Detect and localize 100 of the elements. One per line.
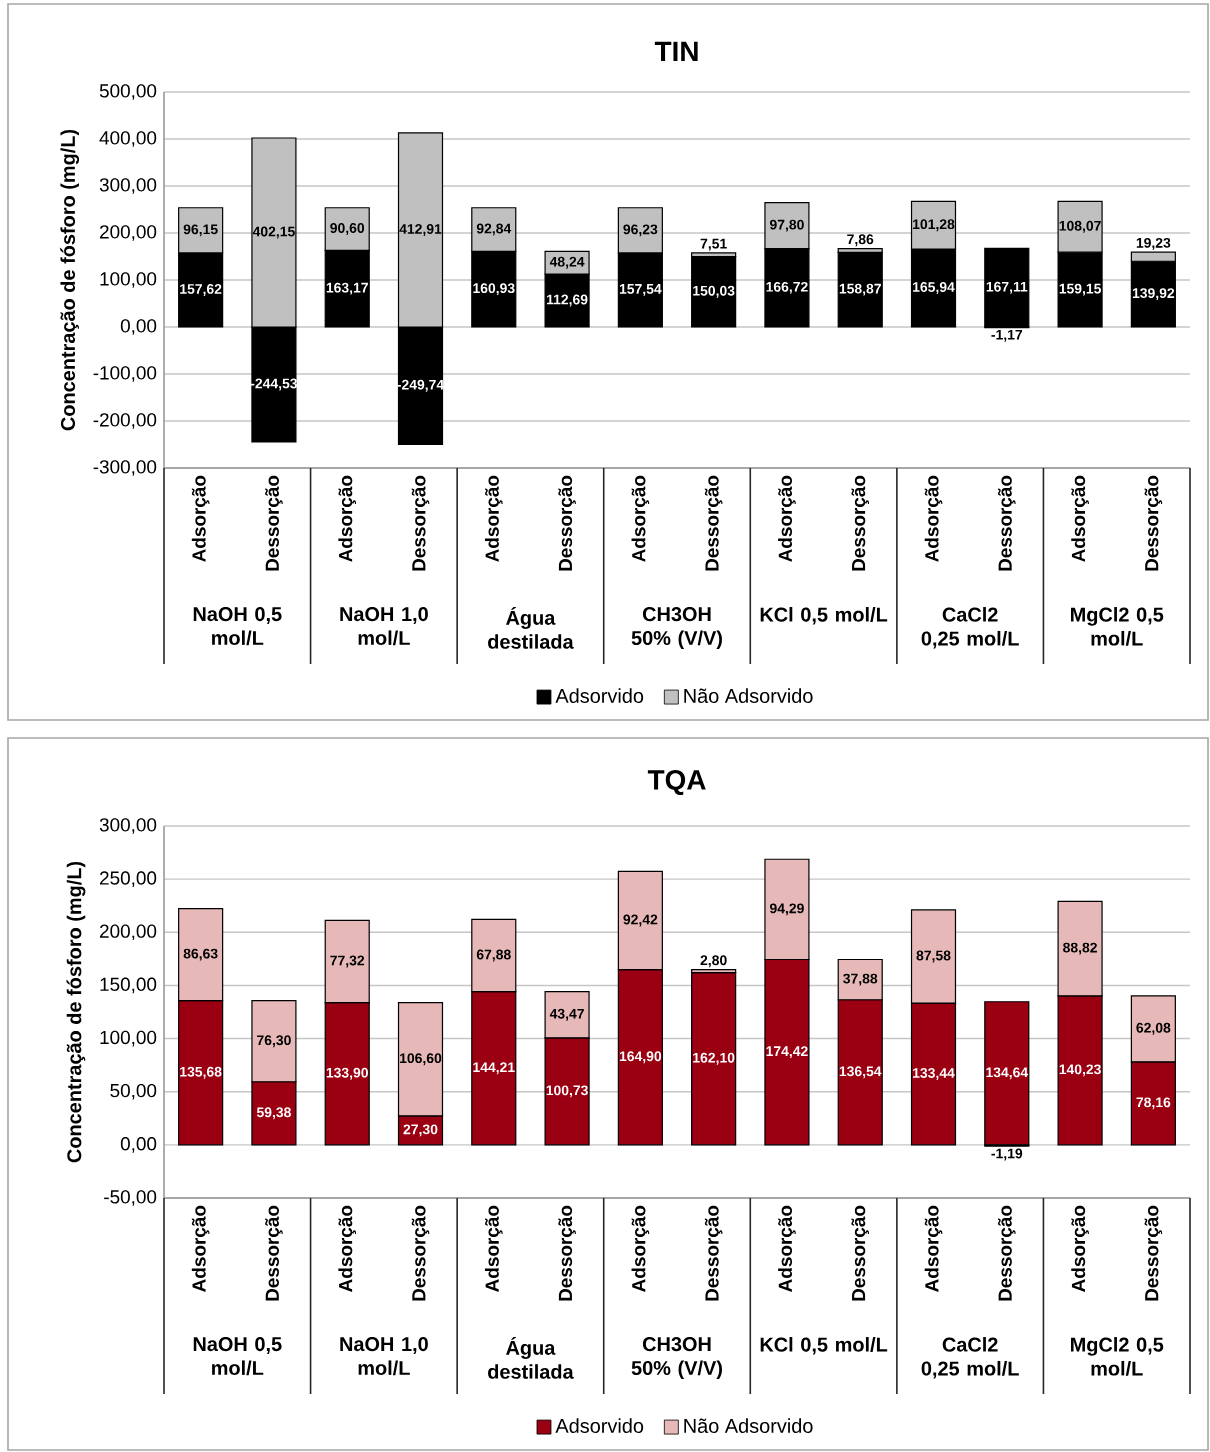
- data-label: 112,69: [547, 294, 588, 307]
- data-label: 108,07: [1059, 220, 1101, 233]
- data-label: 67,88: [476, 949, 511, 962]
- y-axis-title: Concentração de fósforo (mg/L): [60, 129, 80, 431]
- data-label: 94,29: [769, 903, 804, 916]
- x-tick-label: Adsorção: [338, 1205, 357, 1292]
- legend-label: Não Adsorvido: [684, 688, 813, 703]
- text: CaCl2 0,25 mol/L: [921, 1337, 1019, 1379]
- data-label: 37,88: [843, 973, 878, 986]
- y-tick-label: -50,00: [104, 1190, 157, 1206]
- y-axis-title: Concentração de fósforo (mg/L): [66, 861, 86, 1163]
- text: CH3OH 50% (V/V): [631, 1337, 722, 1379]
- x-tick-label: Dessorção: [558, 1205, 576, 1301]
- y-tick-label: -200,00: [93, 413, 157, 429]
- y-tick-label: -300,00: [93, 460, 157, 476]
- data-label: 174,42: [766, 1046, 808, 1059]
- x-tick-label: Adsorção: [778, 475, 796, 562]
- y-tick-label: 0,00: [120, 1137, 157, 1153]
- data-label: 96,15: [183, 224, 218, 237]
- data-label: 158,87: [839, 283, 881, 296]
- data-label: 135,68: [180, 1066, 222, 1079]
- data-label: 96,23: [623, 224, 658, 237]
- x-tick-label: Adsorção: [1071, 475, 1089, 562]
- y-tick-label: 0,00: [120, 319, 157, 335]
- y-tick-label: 300,00: [99, 818, 157, 834]
- x-tick-label: Dessorção: [265, 475, 283, 571]
- x-tick-label: Dessorção: [704, 475, 723, 571]
- data-label: 19,23: [1136, 237, 1171, 250]
- x-tick-label: Adsorção: [1071, 1205, 1089, 1292]
- x-tick-label: Dessorção: [998, 1205, 1016, 1301]
- x-tick-label: Adsorção: [778, 1205, 796, 1292]
- x-tick-label: Adsorção: [191, 1205, 210, 1292]
- data-label: 165,94: [913, 282, 955, 294]
- text: KCl 0,5 mol/L: [760, 1337, 888, 1355]
- data-label: 164,90: [619, 1051, 662, 1064]
- x-tick-label: Adsorção: [484, 1205, 503, 1292]
- data-label: 48,24: [549, 256, 585, 269]
- text: NaOH 0,5 mol/L: [193, 1337, 282, 1376]
- x-tick-label: Adsorção: [484, 475, 503, 562]
- y-tick-label: 150,00: [100, 977, 157, 994]
- text: NaOH 1,0 mol/L: [340, 607, 428, 646]
- x-tick-label: Adsorção: [924, 1205, 943, 1292]
- data-label: 7,51: [700, 238, 727, 251]
- text: Água destilada: [488, 607, 574, 649]
- y-tick-label: 100,00: [100, 1030, 157, 1047]
- text: NaOH 1,0 mol/L: [340, 1337, 428, 1376]
- x-tick-label: Adsorção: [338, 475, 357, 562]
- y-tick-label: 400,00: [99, 131, 157, 147]
- x-tick-label: Dessorção: [851, 1205, 870, 1301]
- data-label: 77,32: [330, 955, 365, 968]
- text: MgCl2 0,5 mol/L: [1071, 1337, 1164, 1376]
- x-tick-label: Dessorção: [558, 475, 576, 571]
- x-tick-label: Dessorção: [998, 475, 1016, 571]
- x-tick-label: Adsorção: [924, 475, 943, 562]
- y-tick-label: 500,00: [99, 84, 157, 100]
- bar: [984, 1001, 1030, 1146]
- data-label: -244,53: [250, 378, 298, 391]
- data-label: 412,91: [399, 224, 442, 236]
- data-label: 97,80: [769, 219, 804, 232]
- data-label: 157,62: [180, 284, 222, 296]
- text: Água destilada: [488, 1337, 574, 1379]
- data-label: 140,23: [1059, 1064, 1101, 1077]
- data-label: 27,30: [403, 1124, 438, 1137]
- data-label: 87,58: [916, 950, 951, 963]
- chart-title: TQA: [647, 770, 706, 796]
- x-tick-label: Dessorção: [1144, 475, 1163, 571]
- x-tick-label: Dessorção: [851, 475, 870, 571]
- data-label: 134,64: [986, 1067, 1029, 1080]
- text: CH3OH 50% (V/V): [631, 607, 722, 649]
- data-label: 160,93: [473, 283, 515, 296]
- data-label: 133,44: [913, 1068, 955, 1080]
- y-tick-label: 100,00: [100, 272, 157, 288]
- data-label: 106,60: [400, 1053, 442, 1066]
- chart-title: TIN: [654, 41, 698, 62]
- bar: [691, 255, 737, 328]
- data-label: 92,42: [623, 914, 658, 927]
- y-tick-label: 50,00: [110, 1083, 157, 1100]
- data-label: 7,86: [847, 234, 874, 247]
- bar: [837, 251, 883, 328]
- data-label: -1,19: [991, 1148, 1023, 1161]
- data-label: 100,73: [546, 1085, 588, 1098]
- data-label: 144,21: [473, 1062, 515, 1075]
- data-label: 92,84: [476, 223, 512, 236]
- text: KCl 0,5 mol/L: [760, 607, 888, 625]
- x-tick-label: Dessorção: [1144, 1205, 1163, 1301]
- data-label: 136,54: [839, 1066, 882, 1079]
- data-label: 133,90: [326, 1067, 368, 1080]
- text: CaCl2 0,25 mol/L: [921, 607, 1019, 649]
- data-label: 88,82: [1063, 942, 1097, 955]
- text: MgCl2 0,5 mol/L: [1071, 607, 1164, 646]
- data-label: 150,03: [693, 285, 735, 298]
- x-tick-label: Dessorção: [704, 1205, 723, 1301]
- data-label: 76,30: [257, 1035, 291, 1048]
- data-label: 167,11: [986, 281, 1028, 294]
- legend-label: Adsorvido: [555, 1418, 644, 1433]
- text: NaOH 0,5 mol/L: [193, 607, 282, 646]
- x-tick-label: Adsorção: [631, 1205, 650, 1292]
- data-label: 166,72: [766, 281, 808, 294]
- data-label: 59,38: [256, 1107, 291, 1120]
- data-label: 86,63: [183, 948, 218, 961]
